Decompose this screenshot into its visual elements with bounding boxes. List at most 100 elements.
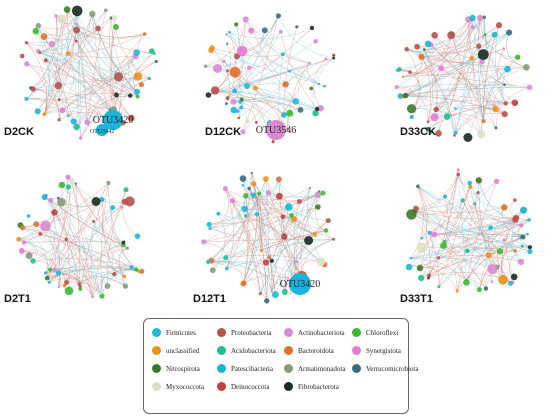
network-node (503, 101, 508, 106)
network-edge (429, 181, 497, 234)
network-node (224, 102, 228, 105)
network-node (431, 32, 438, 39)
network-panel-d2t1: D2T1 (4, 174, 145, 305)
network-node (63, 284, 67, 288)
network-node (248, 27, 255, 34)
network-node (494, 178, 500, 184)
network-edge (400, 17, 473, 97)
network-node (66, 114, 70, 118)
network-node (281, 233, 288, 240)
network-node (463, 133, 473, 142)
legend-label: Deinococcota (231, 382, 270, 391)
network-edge (26, 63, 48, 115)
network-node (210, 86, 220, 95)
network-node (454, 226, 461, 233)
network-edge (45, 200, 56, 274)
network-node (209, 267, 216, 274)
network-node (19, 53, 25, 59)
network-edge (462, 200, 517, 219)
network-node (286, 109, 294, 117)
network-edge (79, 279, 93, 297)
network-edge (251, 30, 310, 64)
network-node (91, 295, 94, 299)
network-node (488, 225, 494, 231)
network-edge (428, 174, 459, 276)
network-node (409, 115, 414, 119)
network-node (34, 108, 41, 115)
network-edge (44, 19, 63, 115)
network-edge (307, 188, 327, 231)
network-node (230, 198, 235, 204)
network-node (133, 72, 143, 81)
network-node (332, 237, 335, 241)
network-node (414, 43, 420, 50)
legend-label: Patescibacteria (231, 364, 273, 373)
network-edge (417, 186, 428, 269)
network-edge (415, 210, 517, 220)
network-edge (223, 61, 243, 108)
network-node (21, 240, 27, 245)
network-edge (245, 19, 286, 85)
network-edge (245, 215, 270, 258)
network-node (504, 65, 511, 73)
network-node (523, 64, 530, 71)
network-node (241, 184, 245, 187)
network-edge (225, 238, 334, 258)
network-node (124, 196, 135, 207)
panel-label: D12T1 (193, 293, 226, 305)
legend-swatch (152, 328, 161, 337)
network-edge (22, 227, 142, 272)
hub-node (266, 120, 286, 140)
network-edge (408, 266, 458, 291)
network-edge (32, 260, 60, 288)
network-edge (265, 178, 303, 277)
network-edge (466, 181, 497, 283)
network-edge (284, 238, 334, 293)
network-edge (229, 32, 248, 87)
network-edge (408, 174, 459, 268)
network-node (222, 59, 226, 63)
network-node (232, 88, 238, 94)
network-edge (101, 199, 124, 243)
network-node (395, 68, 399, 72)
network-edge (421, 246, 516, 252)
panel-label: D33T1 (400, 293, 433, 305)
network-edge (483, 17, 512, 87)
network-edge (396, 86, 429, 122)
network-node (527, 245, 533, 250)
network-node (405, 263, 413, 271)
network-node (519, 223, 524, 228)
network-edge (406, 19, 469, 50)
network-edge (58, 198, 70, 291)
network-edge (40, 233, 125, 277)
network-node (223, 255, 229, 261)
network-node (242, 16, 249, 23)
network-edge (455, 108, 496, 134)
network-node (527, 248, 533, 255)
hub-node-label: OTU3420 (280, 279, 321, 290)
network-node (33, 221, 40, 228)
network-node (433, 106, 439, 112)
network-edge (245, 19, 320, 85)
network-node (40, 220, 51, 232)
network-edge (33, 88, 111, 111)
network-node (309, 25, 315, 31)
network-node (29, 86, 33, 90)
network-edge (110, 207, 124, 246)
network-node (453, 131, 458, 135)
network-node (18, 248, 25, 254)
legend-label: Nitrospirota (166, 364, 200, 373)
network-node (463, 279, 470, 286)
network-edge (242, 62, 310, 133)
network-node (332, 56, 336, 60)
network-node (477, 49, 489, 60)
network-edge (76, 23, 145, 38)
network-edge (428, 250, 516, 276)
panel-label: D33CK (400, 126, 436, 138)
network-node (57, 118, 61, 122)
network-edge (279, 196, 329, 221)
network-node (288, 69, 291, 73)
network-node (443, 194, 447, 199)
network-node (122, 274, 127, 279)
network-node (114, 92, 119, 98)
